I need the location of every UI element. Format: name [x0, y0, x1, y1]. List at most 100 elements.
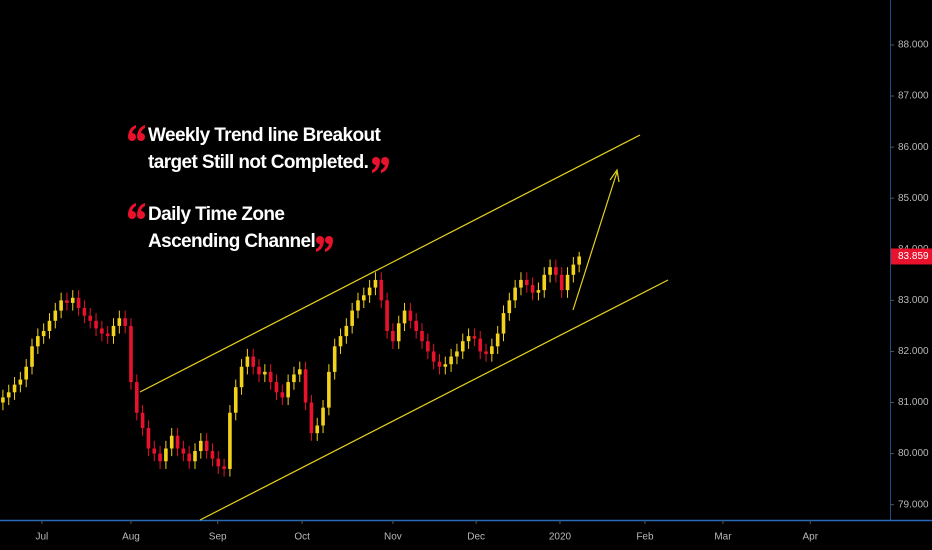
candle-body — [559, 274, 564, 291]
candle-body — [117, 318, 122, 326]
candle-body — [169, 435, 174, 449]
candle-body — [361, 295, 366, 301]
y-tick-label: 87.000 — [898, 91, 929, 102]
last-price-label: 83.859 — [898, 251, 929, 262]
annotation: Weekly Trend line Breakout — [148, 125, 381, 146]
candle-body — [274, 382, 279, 393]
quote-open — [128, 203, 145, 219]
candle-body — [577, 256, 581, 265]
candle-body — [65, 300, 69, 303]
candle-body — [216, 458, 221, 467]
candle-body — [164, 448, 168, 462]
candle-body — [391, 331, 395, 342]
candle-body — [484, 351, 488, 354]
candle-body — [181, 448, 186, 454]
candle-body — [199, 440, 203, 452]
candle-body — [356, 300, 360, 311]
candle-body — [30, 346, 34, 367]
y-tick-label: 86.000 — [898, 142, 929, 153]
annotation: Ascending Channel — [148, 231, 315, 252]
candle-body — [542, 274, 547, 291]
x-tick-label: Jul — [36, 532, 49, 543]
candle-body — [123, 318, 127, 326]
candle-body — [524, 279, 529, 286]
candle-body — [460, 341, 465, 352]
channel-upper — [139, 134, 641, 393]
axes: 79.00080.00081.00082.00083.00084.00085.0… — [36, 40, 932, 543]
y-tick-label: 80.000 — [898, 448, 929, 459]
candle-body — [367, 287, 372, 296]
candle-body — [251, 356, 256, 367]
candle-body — [408, 310, 413, 321]
candle-body — [129, 325, 133, 383]
y-tick-label: 83.000 — [898, 295, 929, 306]
candle-body — [530, 285, 535, 293]
candle-body — [466, 336, 471, 342]
last-price-box — [891, 248, 932, 265]
candle-body — [88, 315, 93, 321]
candle-body — [571, 264, 576, 275]
candle-body — [82, 308, 87, 316]
quote-close — [372, 157, 389, 173]
candle-body — [70, 297, 75, 303]
candle-body — [478, 338, 483, 352]
candle-body — [100, 328, 104, 334]
candle-body — [519, 279, 523, 288]
candle-body — [292, 374, 296, 383]
candle-body — [263, 371, 267, 375]
candle-body — [286, 382, 290, 398]
candle-body — [36, 336, 40, 347]
y-tick-label: 88.000 — [898, 40, 929, 51]
candle-body — [327, 371, 331, 408]
candle-body — [303, 369, 308, 403]
candle-body — [245, 356, 250, 367]
y-tick-label: 81.000 — [898, 397, 929, 408]
candle-body — [1, 397, 5, 403]
candle-body — [94, 320, 98, 329]
candle-body — [513, 287, 517, 301]
candle-body — [41, 331, 46, 337]
candle-body — [228, 412, 232, 469]
candle-body — [187, 453, 191, 462]
candle-body — [175, 435, 180, 449]
candle-body — [111, 325, 116, 337]
candle-body — [222, 466, 226, 469]
x-tick-label: Feb — [636, 532, 654, 543]
candle-body — [385, 300, 389, 332]
annotation: target Still not Completed. — [148, 152, 368, 173]
candle-body — [297, 369, 302, 375]
candle-body — [268, 371, 273, 383]
candle-body — [152, 448, 157, 454]
candle-body — [350, 310, 354, 326]
candle-body — [12, 384, 17, 393]
candle-body — [257, 366, 261, 375]
annotation: Daily Time Zone — [148, 204, 284, 225]
candle-body — [536, 290, 541, 293]
candle-body — [18, 379, 23, 385]
candle-body — [490, 346, 494, 354]
quote-close — [316, 236, 333, 252]
quote-open — [128, 125, 145, 141]
candle-body — [53, 310, 58, 321]
candle-body — [565, 274, 570, 291]
candle-body — [449, 356, 453, 365]
candle-body — [455, 351, 459, 357]
candle-body — [146, 428, 151, 449]
candle-body — [402, 310, 407, 324]
x-tick-label: Mar — [714, 532, 732, 543]
candle-body — [76, 297, 81, 309]
candle-body — [396, 323, 401, 342]
candle-body — [105, 333, 110, 337]
candle-body — [501, 313, 506, 334]
x-tick-label: 2020 — [549, 532, 572, 543]
candle-body — [344, 325, 349, 337]
candle-body — [495, 333, 500, 347]
x-tick-label: Apr — [802, 532, 818, 543]
candle-body — [210, 451, 215, 459]
x-tick-label: Dec — [467, 532, 485, 543]
candle-body — [309, 402, 314, 434]
x-tick-label: Nov — [384, 532, 402, 543]
y-tick-label: 79.000 — [898, 499, 929, 510]
candle-body — [332, 346, 337, 372]
